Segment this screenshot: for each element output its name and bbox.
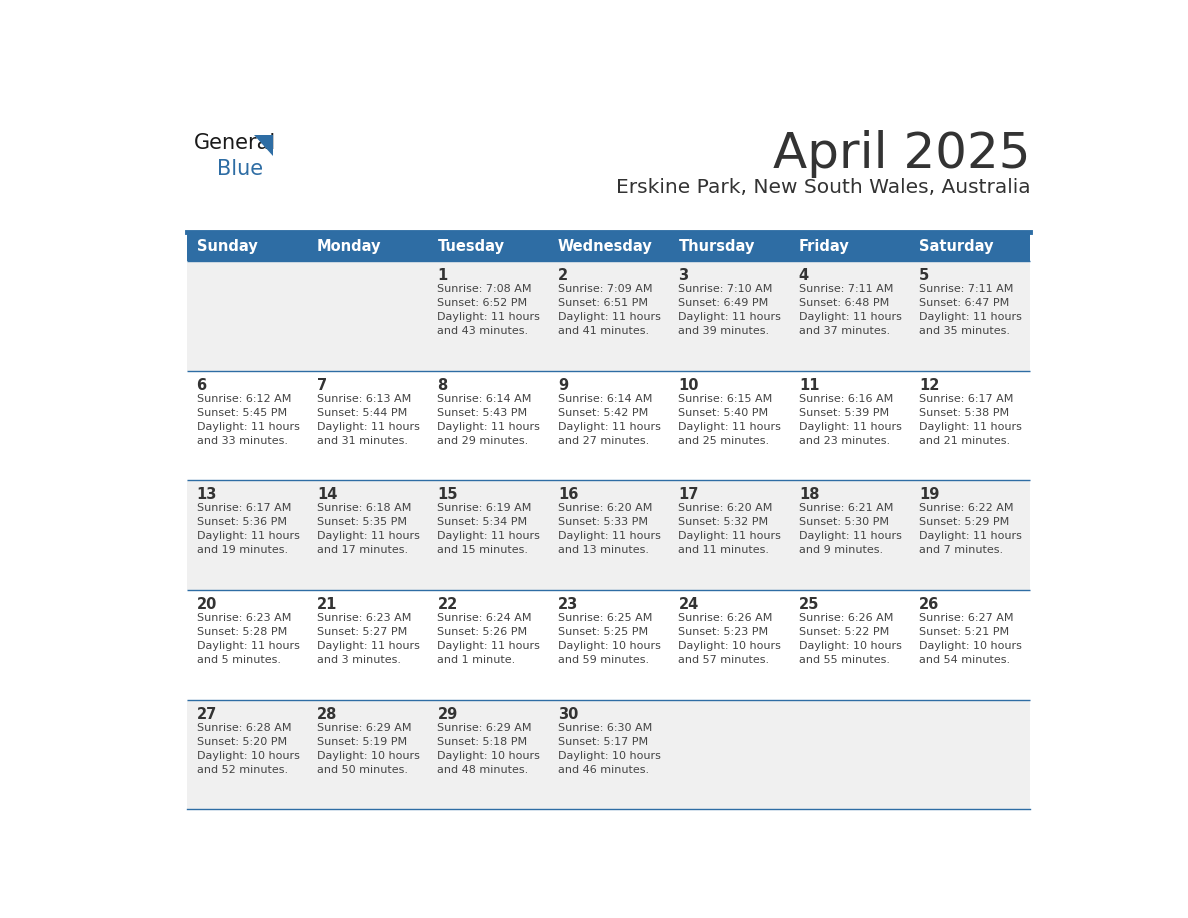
Polygon shape bbox=[254, 135, 272, 156]
Text: 18: 18 bbox=[798, 487, 820, 502]
Text: Sunrise: 6:20 AM
Sunset: 5:33 PM
Daylight: 11 hours
and 13 minutes.: Sunrise: 6:20 AM Sunset: 5:33 PM Dayligh… bbox=[558, 503, 661, 555]
Bar bbox=[428, 232, 549, 261]
Text: 20: 20 bbox=[196, 597, 217, 612]
Bar bbox=[669, 232, 790, 261]
Text: 9: 9 bbox=[558, 377, 568, 393]
Text: 27: 27 bbox=[196, 707, 216, 722]
Text: 3: 3 bbox=[678, 268, 689, 283]
Text: 24: 24 bbox=[678, 597, 699, 612]
Text: Sunrise: 6:23 AM
Sunset: 5:28 PM
Daylight: 11 hours
and 5 minutes.: Sunrise: 6:23 AM Sunset: 5:28 PM Dayligh… bbox=[196, 613, 299, 666]
Text: 23: 23 bbox=[558, 597, 579, 612]
Text: 19: 19 bbox=[920, 487, 940, 502]
Text: 12: 12 bbox=[920, 377, 940, 393]
Text: 22: 22 bbox=[437, 597, 457, 612]
Bar bbox=[790, 232, 910, 261]
Text: Sunrise: 6:22 AM
Sunset: 5:29 PM
Daylight: 11 hours
and 7 minutes.: Sunrise: 6:22 AM Sunset: 5:29 PM Dayligh… bbox=[920, 503, 1022, 555]
Text: Sunrise: 6:29 AM
Sunset: 5:19 PM
Daylight: 10 hours
and 50 minutes.: Sunrise: 6:29 AM Sunset: 5:19 PM Dayligh… bbox=[317, 722, 419, 775]
Text: Tuesday: Tuesday bbox=[437, 239, 505, 254]
Text: 26: 26 bbox=[920, 597, 940, 612]
Text: Sunrise: 6:13 AM
Sunset: 5:44 PM
Daylight: 11 hours
and 31 minutes.: Sunrise: 6:13 AM Sunset: 5:44 PM Dayligh… bbox=[317, 394, 419, 446]
Text: Sunrise: 7:08 AM
Sunset: 6:52 PM
Daylight: 11 hours
and 43 minutes.: Sunrise: 7:08 AM Sunset: 6:52 PM Dayligh… bbox=[437, 285, 541, 336]
Text: Sunrise: 6:27 AM
Sunset: 5:21 PM
Daylight: 10 hours
and 54 minutes.: Sunrise: 6:27 AM Sunset: 5:21 PM Dayligh… bbox=[920, 613, 1022, 666]
Text: Sunrise: 6:28 AM
Sunset: 5:20 PM
Daylight: 10 hours
and 52 minutes.: Sunrise: 6:28 AM Sunset: 5:20 PM Dayligh… bbox=[196, 722, 299, 775]
Text: 25: 25 bbox=[798, 597, 820, 612]
Text: Sunday: Sunday bbox=[196, 239, 258, 254]
Text: Sunrise: 6:23 AM
Sunset: 5:27 PM
Daylight: 11 hours
and 3 minutes.: Sunrise: 6:23 AM Sunset: 5:27 PM Dayligh… bbox=[317, 613, 419, 666]
Text: Monday: Monday bbox=[317, 239, 381, 254]
Text: Sunrise: 6:25 AM
Sunset: 5:25 PM
Daylight: 10 hours
and 59 minutes.: Sunrise: 6:25 AM Sunset: 5:25 PM Dayligh… bbox=[558, 613, 661, 666]
Text: Thursday: Thursday bbox=[678, 239, 754, 254]
Text: Blue: Blue bbox=[216, 159, 263, 179]
Text: 29: 29 bbox=[437, 707, 457, 722]
Bar bbox=[188, 700, 1030, 810]
Text: Erskine Park, New South Wales, Australia: Erskine Park, New South Wales, Australia bbox=[615, 178, 1030, 197]
Text: Sunrise: 6:29 AM
Sunset: 5:18 PM
Daylight: 10 hours
and 48 minutes.: Sunrise: 6:29 AM Sunset: 5:18 PM Dayligh… bbox=[437, 722, 541, 775]
Text: Sunrise: 6:30 AM
Sunset: 5:17 PM
Daylight: 10 hours
and 46 minutes.: Sunrise: 6:30 AM Sunset: 5:17 PM Dayligh… bbox=[558, 722, 661, 775]
Text: Sunrise: 7:09 AM
Sunset: 6:51 PM
Daylight: 11 hours
and 41 minutes.: Sunrise: 7:09 AM Sunset: 6:51 PM Dayligh… bbox=[558, 285, 661, 336]
Text: Sunrise: 6:12 AM
Sunset: 5:45 PM
Daylight: 11 hours
and 33 minutes.: Sunrise: 6:12 AM Sunset: 5:45 PM Dayligh… bbox=[196, 394, 299, 446]
Text: 4: 4 bbox=[798, 268, 809, 283]
Text: General: General bbox=[194, 133, 276, 153]
Text: Wednesday: Wednesday bbox=[558, 239, 652, 254]
Text: Sunrise: 6:17 AM
Sunset: 5:36 PM
Daylight: 11 hours
and 19 minutes.: Sunrise: 6:17 AM Sunset: 5:36 PM Dayligh… bbox=[196, 503, 299, 555]
Text: Sunrise: 6:15 AM
Sunset: 5:40 PM
Daylight: 11 hours
and 25 minutes.: Sunrise: 6:15 AM Sunset: 5:40 PM Dayligh… bbox=[678, 394, 782, 446]
Text: Saturday: Saturday bbox=[920, 239, 994, 254]
Text: Sunrise: 6:19 AM
Sunset: 5:34 PM
Daylight: 11 hours
and 15 minutes.: Sunrise: 6:19 AM Sunset: 5:34 PM Dayligh… bbox=[437, 503, 541, 555]
Text: 13: 13 bbox=[196, 487, 217, 502]
Text: 21: 21 bbox=[317, 597, 337, 612]
Text: April 2025: April 2025 bbox=[773, 130, 1030, 178]
Text: 2: 2 bbox=[558, 268, 568, 283]
Text: 5: 5 bbox=[920, 268, 929, 283]
Bar bbox=[188, 232, 308, 261]
Text: Sunrise: 6:18 AM
Sunset: 5:35 PM
Daylight: 11 hours
and 17 minutes.: Sunrise: 6:18 AM Sunset: 5:35 PM Dayligh… bbox=[317, 503, 419, 555]
Text: Sunrise: 7:11 AM
Sunset: 6:48 PM
Daylight: 11 hours
and 37 minutes.: Sunrise: 7:11 AM Sunset: 6:48 PM Dayligh… bbox=[798, 285, 902, 336]
Text: Sunrise: 6:26 AM
Sunset: 5:22 PM
Daylight: 10 hours
and 55 minutes.: Sunrise: 6:26 AM Sunset: 5:22 PM Dayligh… bbox=[798, 613, 902, 666]
Text: 11: 11 bbox=[798, 377, 820, 393]
Text: 28: 28 bbox=[317, 707, 337, 722]
Bar bbox=[549, 232, 669, 261]
Text: Sunrise: 6:16 AM
Sunset: 5:39 PM
Daylight: 11 hours
and 23 minutes.: Sunrise: 6:16 AM Sunset: 5:39 PM Dayligh… bbox=[798, 394, 902, 446]
Text: Sunrise: 6:14 AM
Sunset: 5:42 PM
Daylight: 11 hours
and 27 minutes.: Sunrise: 6:14 AM Sunset: 5:42 PM Dayligh… bbox=[558, 394, 661, 446]
Text: Sunrise: 6:20 AM
Sunset: 5:32 PM
Daylight: 11 hours
and 11 minutes.: Sunrise: 6:20 AM Sunset: 5:32 PM Dayligh… bbox=[678, 503, 782, 555]
Text: 14: 14 bbox=[317, 487, 337, 502]
Bar bbox=[308, 232, 428, 261]
Text: 6: 6 bbox=[196, 377, 207, 393]
Bar bbox=[188, 480, 1030, 590]
Text: 30: 30 bbox=[558, 707, 579, 722]
Text: Sunrise: 6:17 AM
Sunset: 5:38 PM
Daylight: 11 hours
and 21 minutes.: Sunrise: 6:17 AM Sunset: 5:38 PM Dayligh… bbox=[920, 394, 1022, 446]
Bar bbox=[188, 371, 1030, 480]
Text: 7: 7 bbox=[317, 377, 327, 393]
Text: Sunrise: 6:21 AM
Sunset: 5:30 PM
Daylight: 11 hours
and 9 minutes.: Sunrise: 6:21 AM Sunset: 5:30 PM Dayligh… bbox=[798, 503, 902, 555]
Text: 1: 1 bbox=[437, 268, 448, 283]
Text: Sunrise: 6:26 AM
Sunset: 5:23 PM
Daylight: 10 hours
and 57 minutes.: Sunrise: 6:26 AM Sunset: 5:23 PM Dayligh… bbox=[678, 613, 782, 666]
Bar bbox=[188, 261, 1030, 371]
Text: 10: 10 bbox=[678, 377, 699, 393]
Text: Sunrise: 7:11 AM
Sunset: 6:47 PM
Daylight: 11 hours
and 35 minutes.: Sunrise: 7:11 AM Sunset: 6:47 PM Dayligh… bbox=[920, 285, 1022, 336]
Text: 8: 8 bbox=[437, 377, 448, 393]
Text: Friday: Friday bbox=[798, 239, 849, 254]
Text: Sunrise: 7:10 AM
Sunset: 6:49 PM
Daylight: 11 hours
and 39 minutes.: Sunrise: 7:10 AM Sunset: 6:49 PM Dayligh… bbox=[678, 285, 782, 336]
Bar bbox=[910, 232, 1030, 261]
Text: 16: 16 bbox=[558, 487, 579, 502]
Text: 15: 15 bbox=[437, 487, 457, 502]
Text: Sunrise: 6:14 AM
Sunset: 5:43 PM
Daylight: 11 hours
and 29 minutes.: Sunrise: 6:14 AM Sunset: 5:43 PM Dayligh… bbox=[437, 394, 541, 446]
Text: Sunrise: 6:24 AM
Sunset: 5:26 PM
Daylight: 11 hours
and 1 minute.: Sunrise: 6:24 AM Sunset: 5:26 PM Dayligh… bbox=[437, 613, 541, 666]
Text: 17: 17 bbox=[678, 487, 699, 502]
Bar bbox=[188, 590, 1030, 700]
